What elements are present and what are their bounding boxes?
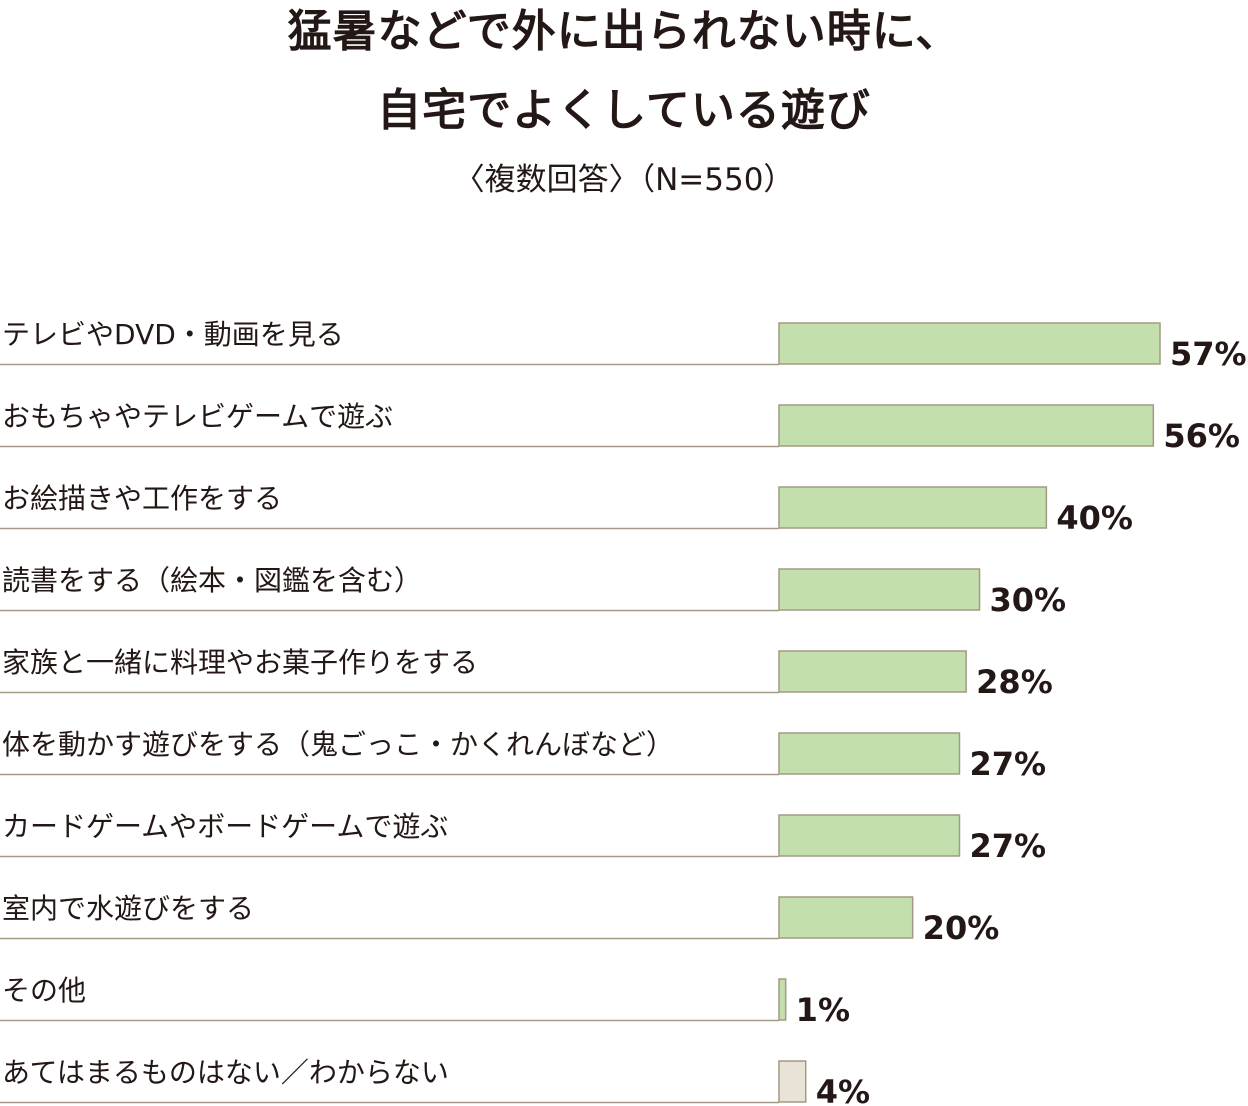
value-label: 4% — [816, 1073, 870, 1106]
category-label: その他 — [2, 974, 86, 1007]
value-label: 27% — [969, 827, 1046, 865]
category-label: カードゲームやボードゲームで遊ぶ — [2, 810, 448, 843]
category-label: あてはまるものはない／わからない — [2, 1056, 449, 1089]
category-label: 家族と一緒に料理やお菓子作りをする — [2, 646, 478, 679]
chart-subtitle: 〈複数回答〉（N=550） — [453, 162, 795, 198]
value-label: 20% — [923, 909, 1000, 947]
chart-title-line-2: 自宅でよくしている遊び — [377, 85, 871, 136]
category-label: お絵描きや工作をする — [2, 482, 282, 515]
value-label: 27% — [969, 745, 1046, 783]
category-label: 室内で水遊びをする — [2, 892, 254, 925]
bar — [778, 650, 967, 693]
value-label: 1% — [796, 991, 850, 1029]
bar — [778, 732, 961, 775]
bar — [778, 486, 1048, 529]
bar — [778, 1060, 807, 1103]
value-label: 56% — [1163, 417, 1240, 455]
category-label: 読書をする（絵本・図鑑を含む） — [2, 564, 422, 597]
bar — [778, 814, 961, 857]
bar — [778, 568, 981, 611]
bar — [778, 404, 1155, 447]
category-label: テレビやDVD・動画を見る — [2, 318, 344, 351]
value-label: 40% — [1056, 499, 1133, 537]
value-label: 57% — [1170, 335, 1247, 373]
bar — [778, 896, 914, 939]
bar — [778, 978, 787, 1021]
value-label: 28% — [976, 663, 1053, 701]
category-label: おもちゃやテレビゲームで遊ぶ — [2, 400, 393, 433]
bar — [778, 322, 1161, 365]
chart-title-line-1: 猛暑などで外に出られない時に、 — [287, 6, 961, 57]
value-label: 30% — [990, 581, 1067, 619]
category-label: 体を動かす遊びをする（鬼ごっこ・かくれんぼなど） — [2, 728, 674, 761]
